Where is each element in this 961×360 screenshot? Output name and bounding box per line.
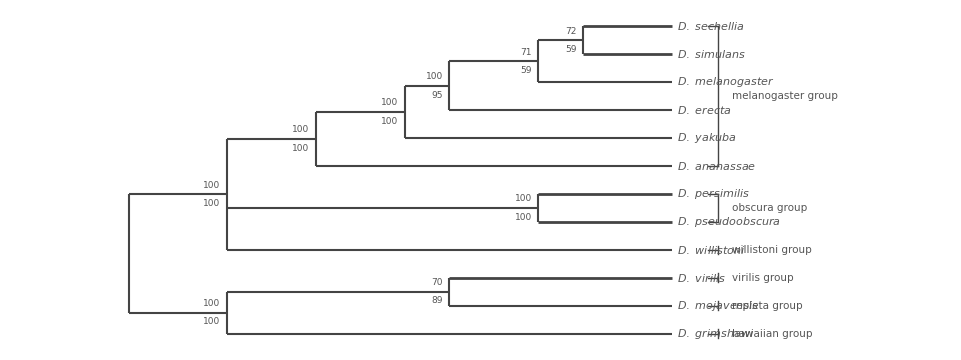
Text: $\it{D.\ erecta}$: $\it{D.\ erecta}$ <box>678 104 732 116</box>
Text: willistoni group: willistoni group <box>731 245 811 255</box>
Text: $\it{D.\ pseudoobscura}$: $\it{D.\ pseudoobscura}$ <box>678 215 781 229</box>
Text: 100: 100 <box>204 317 220 326</box>
Text: $\it{D.\ ananassae}$: $\it{D.\ ananassae}$ <box>678 160 756 172</box>
Text: repleta group: repleta group <box>731 301 802 311</box>
Text: hawaiian group: hawaiian group <box>731 329 812 338</box>
Text: $\it{D.\ mojavensis}$: $\it{D.\ mojavensis}$ <box>678 298 759 312</box>
Text: 59: 59 <box>565 45 577 54</box>
Text: 100: 100 <box>292 125 309 134</box>
Text: $\it{D.\ virilis}$: $\it{D.\ virilis}$ <box>678 272 727 284</box>
Text: 100: 100 <box>426 72 443 81</box>
Text: $\it{D.\ sechellia}$: $\it{D.\ sechellia}$ <box>678 21 745 32</box>
Text: 100: 100 <box>515 213 532 222</box>
Text: $\it{D.\ melanogaster}$: $\it{D.\ melanogaster}$ <box>678 75 775 89</box>
Text: $\it{D.\ willistoni}$: $\it{D.\ willistoni}$ <box>678 244 746 256</box>
Text: 100: 100 <box>204 199 220 208</box>
Text: obscura group: obscura group <box>731 203 807 213</box>
Text: 100: 100 <box>382 98 399 107</box>
Text: 100: 100 <box>292 144 309 153</box>
Text: $\it{D.\ yakuba}$: $\it{D.\ yakuba}$ <box>678 131 737 145</box>
Text: virilis group: virilis group <box>731 273 793 283</box>
Text: melanogaster group: melanogaster group <box>731 91 837 101</box>
Text: 100: 100 <box>204 299 220 308</box>
Text: 70: 70 <box>431 278 443 287</box>
Text: 100: 100 <box>204 181 220 190</box>
Text: $\it{D.\ persimilis}$: $\it{D.\ persimilis}$ <box>678 187 751 201</box>
Text: 72: 72 <box>565 27 577 36</box>
Text: 89: 89 <box>431 296 443 305</box>
Text: 95: 95 <box>431 91 443 100</box>
Text: $\it{D.\ simulans}$: $\it{D.\ simulans}$ <box>678 48 747 60</box>
Text: 100: 100 <box>382 117 399 126</box>
Text: $\it{D.\ grimshawi}$: $\it{D.\ grimshawi}$ <box>678 327 754 341</box>
Text: 59: 59 <box>521 66 532 75</box>
Text: 100: 100 <box>515 194 532 203</box>
Text: 71: 71 <box>521 48 532 57</box>
